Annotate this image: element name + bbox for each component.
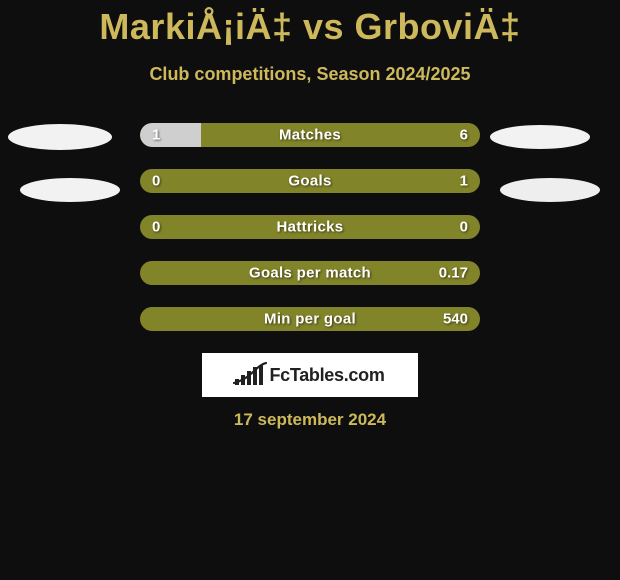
stat-label: Goals per match [249,265,371,282]
page-title: MarkiÅ¡iÄ‡ vs GrboviÄ‡ [0,0,620,48]
stat-label: Hattricks [277,219,344,236]
date-label: 17 september 2024 [234,410,386,430]
stat-right-value: 1 [460,173,468,190]
stat-fill-left [140,123,201,147]
stat-right-value: 540 [443,311,468,328]
logo-curve-icon [233,362,267,384]
stat-right-value: 0 [460,219,468,236]
stat-row-matches: 1 Matches 6 [140,123,480,147]
stat-row-hattricks: 0 Hattricks 0 [140,215,480,239]
avatar-left-player2 [20,178,120,202]
stat-label: Min per goal [264,311,356,328]
stat-left-value: 0 [152,173,160,190]
stat-row-min-per-goal: Min per goal 540 [140,307,480,331]
stats-rows: 1 Matches 6 0 Goals 1 0 Hattricks 0 Goal… [140,123,480,353]
logo-text: FcTables.com [269,365,384,386]
logo-chart-icon [235,365,263,385]
stat-left-value: 1 [152,127,160,144]
stat-left-value: 0 [152,219,160,236]
stat-right-value: 0.17 [439,265,468,282]
avatar-right-player2 [500,178,600,202]
avatar-right-player1 [490,125,590,149]
fctables-logo[interactable]: FcTables.com [202,353,418,397]
subtitle: Club competitions, Season 2024/2025 [0,64,620,85]
avatar-left-player1 [8,124,112,150]
stat-row-goals-per-match: Goals per match 0.17 [140,261,480,285]
stat-right-value: 6 [460,127,468,144]
stat-row-goals: 0 Goals 1 [140,169,480,193]
stat-label: Matches [279,127,341,144]
stat-label: Goals [288,173,331,190]
